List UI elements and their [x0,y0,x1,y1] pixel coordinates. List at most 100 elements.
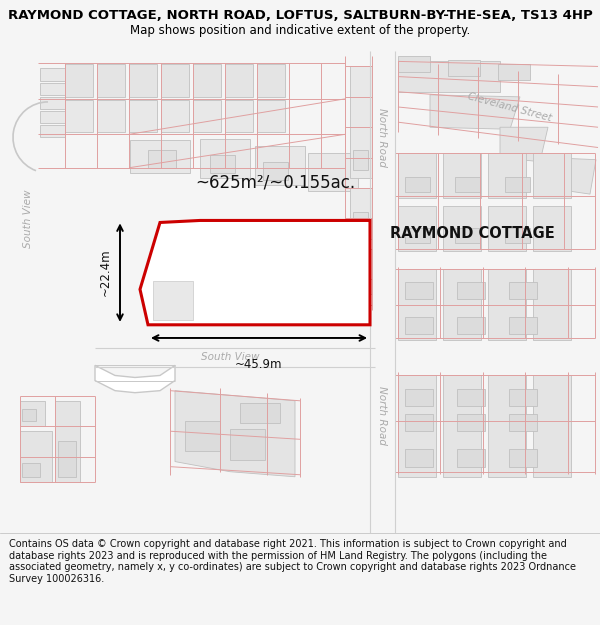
Bar [533,376,571,477]
Polygon shape [430,95,520,129]
Bar [488,376,526,477]
Text: Contains OS data © Crown copyright and database right 2021. This information is : Contains OS data © Crown copyright and d… [9,539,576,584]
Polygon shape [448,61,480,76]
Bar [350,249,372,294]
Bar [350,66,372,178]
Bar [443,152,481,198]
Bar [225,100,253,132]
Polygon shape [398,56,430,71]
Text: ~22.4m: ~22.4m [99,249,112,296]
Bar [509,414,537,431]
Bar [443,376,481,477]
Polygon shape [498,64,530,79]
Polygon shape [140,221,370,325]
Bar [457,389,485,406]
Bar [533,152,571,198]
Bar [263,162,288,180]
Bar [161,64,189,97]
Text: RAYMOND COTTAGE: RAYMOND COTTAGE [390,226,555,241]
Bar [129,100,157,132]
Text: Cleveland Street: Cleveland Street [467,91,553,123]
Bar [148,149,176,168]
Bar [405,317,433,334]
Bar [40,82,65,95]
Bar [130,141,190,173]
Bar [193,100,221,132]
Bar [398,152,436,198]
Bar [443,269,481,340]
Bar [65,100,93,132]
Polygon shape [398,61,500,92]
Bar [40,125,65,138]
Bar [353,149,368,170]
Bar [505,177,530,192]
Bar [161,100,189,132]
Text: Map shows position and indicative extent of the property.: Map shows position and indicative extent… [130,24,470,37]
Bar [509,449,537,467]
Bar [457,414,485,431]
Bar [257,100,285,132]
Bar [40,111,65,123]
Bar [455,177,480,192]
Bar [457,449,485,467]
Bar [200,139,250,178]
Bar [22,409,36,421]
Bar [257,64,285,97]
Bar [97,100,125,132]
Text: North Road: North Road [377,108,387,167]
Bar [488,269,526,340]
Text: South View: South View [201,352,259,362]
Text: RAYMOND COTTAGE, NORTH ROAD, LOFTUS, SALTBURN-BY-THE-SEA, TS13 4HP: RAYMOND COTTAGE, NORTH ROAD, LOFTUS, SAL… [8,9,592,22]
Bar [509,389,537,406]
Polygon shape [500,127,548,162]
Bar [488,206,526,251]
Bar [40,69,65,81]
Polygon shape [55,401,80,482]
Bar [210,154,235,173]
Bar [20,401,45,426]
Bar [65,64,93,97]
Bar [509,317,537,334]
Bar [40,97,65,109]
Bar [22,462,40,477]
Text: North Road: North Road [377,386,387,446]
Text: ~45.9m: ~45.9m [235,358,283,371]
Bar [58,441,76,477]
Bar [398,376,436,477]
Bar [405,389,433,406]
Bar [405,177,430,192]
Bar [533,206,571,251]
Bar [405,282,433,299]
Bar [240,403,280,423]
Bar [533,269,571,340]
Bar [225,64,253,97]
Bar [97,64,125,97]
Bar [405,228,430,242]
Bar [405,414,433,431]
Bar [488,152,526,198]
Bar [457,282,485,299]
Bar [457,317,485,334]
Bar [255,146,305,185]
Polygon shape [95,366,175,392]
Text: ~625m²/~0.155ac.: ~625m²/~0.155ac. [195,174,355,192]
Polygon shape [548,158,596,194]
Bar [405,449,433,467]
Bar [308,152,358,191]
Bar [398,269,436,340]
Bar [129,64,157,97]
Bar [350,188,372,239]
Text: South View: South View [23,189,33,248]
Bar [509,282,537,299]
Bar [20,431,52,482]
Bar [455,228,480,242]
Bar [443,206,481,251]
Bar [185,421,220,451]
Bar [505,228,530,242]
Bar [398,206,436,251]
Polygon shape [175,391,295,477]
Bar [193,64,221,97]
Bar [230,429,265,459]
Bar [353,213,368,232]
Bar [153,281,193,320]
